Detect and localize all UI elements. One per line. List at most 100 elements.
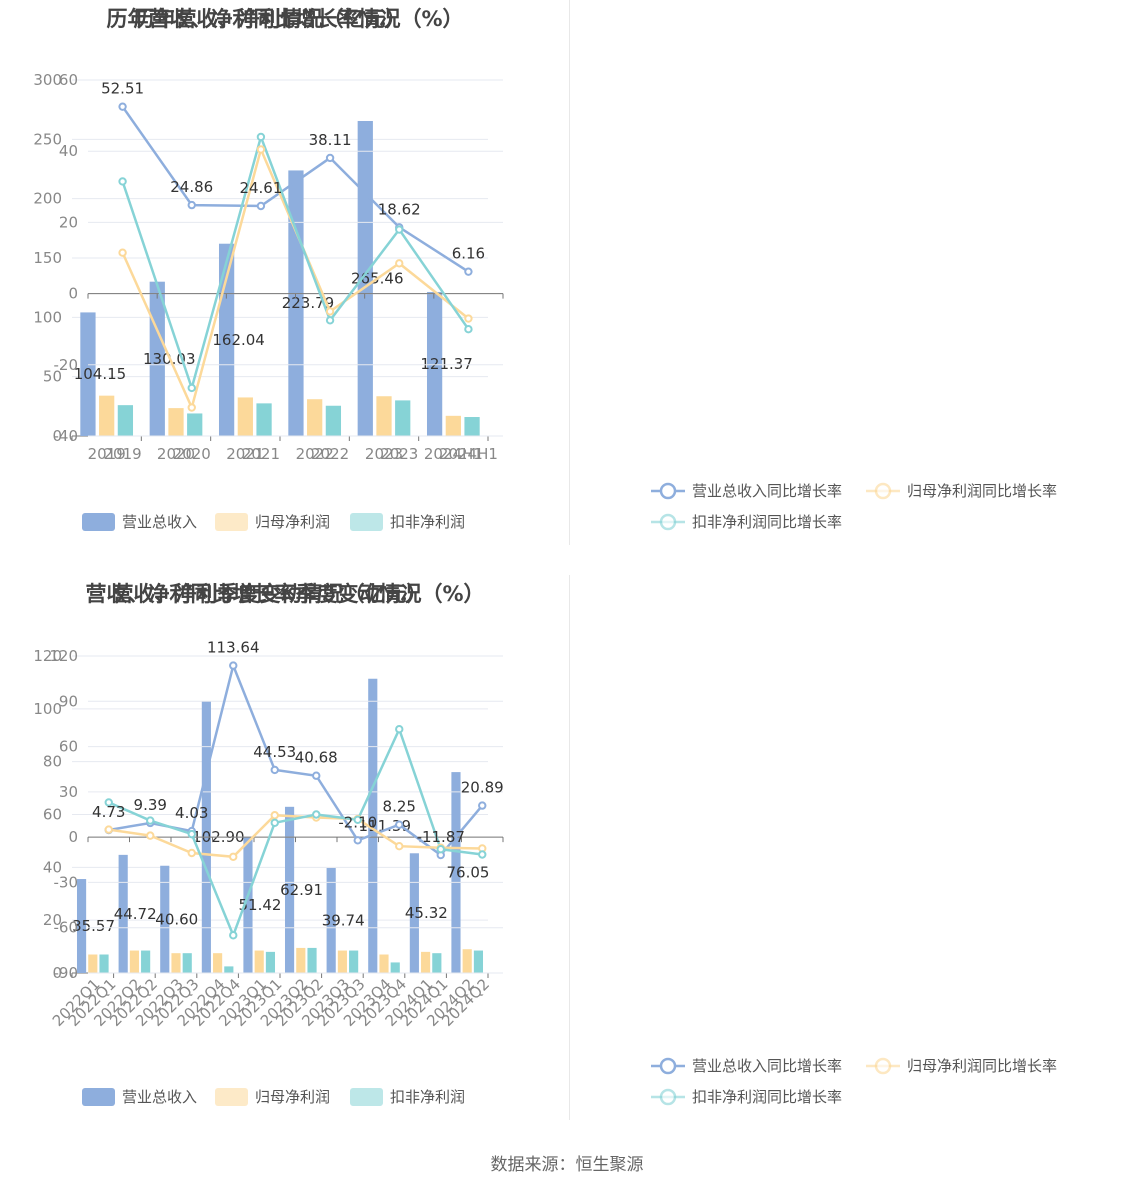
data-point <box>146 816 155 825</box>
data-source-note: 数据来源：恒生聚源 <box>490 1155 644 1175</box>
data-label: 20.89 <box>461 779 504 797</box>
data-point <box>118 102 127 111</box>
data-point <box>256 201 266 211</box>
data-point <box>104 798 113 807</box>
data-label: 113.64 <box>207 639 260 657</box>
x-tick-label: 2024H1 <box>439 445 498 463</box>
data-label: 38.11 <box>309 131 352 149</box>
y-tick-label: 60 <box>59 738 78 756</box>
data-point <box>395 225 404 234</box>
data-point <box>464 325 473 334</box>
chart-panel-quarterly-revenue-profit: 营收、净利季度变动情况（亿元） 0 20 40 60 80 100 120 2022Q1 2022… <box>0 575 567 1150</box>
y-tick-label: -30 <box>54 873 79 891</box>
legend-label: 归母净利润同比增长率 <box>907 482 1057 500</box>
data-point <box>395 259 404 268</box>
y-tick-label: 120 <box>33 647 62 665</box>
x-tick-label: 2019 <box>88 445 126 463</box>
data-label: -2.10 <box>338 813 377 831</box>
legend-item: 归母净利润同比增长率 <box>866 482 1057 500</box>
data-label: 40.68 <box>295 749 338 767</box>
data-point <box>464 314 473 323</box>
bar <box>307 947 317 973</box>
bar <box>171 953 181 973</box>
data-label: 6.16 <box>452 245 485 263</box>
data-point <box>187 848 196 858</box>
chart-title: 营收、净利季度变动情况（亿元） <box>113 582 428 606</box>
legend-swatch <box>215 1088 248 1106</box>
chart-panel-annual-revenue-profit: 历年营收、净利情况（亿元） 0 50 100 150 200 250 300 2019 2020 2… <box>0 0 567 575</box>
legend: 营业总收入 归母净利润 扣非净利润 <box>82 1088 465 1106</box>
data-label: 4.73 <box>92 803 125 821</box>
data-point <box>187 383 196 393</box>
data-point <box>325 153 335 163</box>
legend-item: 归母净利润 <box>215 513 330 531</box>
legend-label: 归母净利润 <box>255 513 330 531</box>
bar <box>265 951 276 973</box>
bar <box>326 868 336 973</box>
bar <box>182 953 192 973</box>
bar <box>237 397 253 436</box>
bar <box>307 399 323 436</box>
data-point <box>256 132 266 142</box>
series-line <box>108 725 483 939</box>
data-point <box>270 818 279 828</box>
bar <box>379 954 389 973</box>
legend-swatch <box>82 1088 115 1106</box>
bar <box>118 854 128 973</box>
y-tick-label: 150 <box>33 249 62 267</box>
x-tick-label: 2024H1 <box>424 445 483 463</box>
legend-label: 归母净利润同比增长率 <box>907 1057 1057 1075</box>
vertical-divider-top <box>569 0 570 545</box>
bar <box>213 953 223 973</box>
chart-svg-quarterly-growth-rate: 营收、净利同比增长率季度变动情况（%） -90 -60 -30 0 30 60 90 120 20… <box>49 582 1057 1106</box>
bar <box>76 879 87 973</box>
y-tick-label: 90 <box>59 692 78 710</box>
y-tick-label: 0 <box>52 427 62 445</box>
x-tick-label: 2023 <box>380 445 418 463</box>
data-point <box>187 829 196 839</box>
bar <box>254 950 264 973</box>
data-point <box>325 307 335 316</box>
bar <box>426 291 443 436</box>
y-tick-label: -20 <box>54 356 79 374</box>
bar <box>168 408 184 436</box>
bar <box>99 954 109 973</box>
y-tick-label: 20 <box>59 213 78 231</box>
data-label: 24.61 <box>239 179 282 197</box>
x-tick-label: 2021 <box>242 445 280 463</box>
data-point <box>187 403 196 412</box>
bar <box>187 413 203 436</box>
data-point <box>395 820 404 829</box>
legend-item: 归母净利润 <box>215 1088 330 1106</box>
data-label: 51.42 <box>238 896 281 914</box>
legend-swatch-marker <box>659 482 677 500</box>
data-point <box>229 931 238 940</box>
bar <box>337 950 347 973</box>
bar <box>357 120 373 437</box>
data-label: 162.04 <box>212 331 265 349</box>
bar <box>325 405 342 436</box>
chart-title: 历年营收、净利情况（亿元） <box>134 7 407 31</box>
bar <box>141 950 151 973</box>
data-label: 76.05 <box>446 864 489 882</box>
data-point <box>395 725 404 734</box>
legend-swatch-marker <box>659 1057 677 1075</box>
legend-label: 营业总收入同比增长率 <box>692 1057 842 1075</box>
bar <box>129 950 139 973</box>
data-point <box>229 852 238 861</box>
legend-item: 营业总收入 <box>82 1088 197 1106</box>
data-label: 8.25 <box>383 798 416 816</box>
vertical-divider-bottom <box>569 575 570 1120</box>
bar <box>256 403 272 436</box>
data-label: 39.74 <box>322 912 365 930</box>
legend-swatch-marker <box>659 513 677 531</box>
legend-item: 营业总收入同比增长率 <box>651 1057 842 1075</box>
legend-swatch-marker <box>874 1057 892 1075</box>
data-point <box>270 765 279 775</box>
bar <box>421 951 431 973</box>
y-tick-label: 250 <box>33 130 62 148</box>
bar <box>390 962 400 973</box>
y-tick-label: 0 <box>68 828 78 846</box>
